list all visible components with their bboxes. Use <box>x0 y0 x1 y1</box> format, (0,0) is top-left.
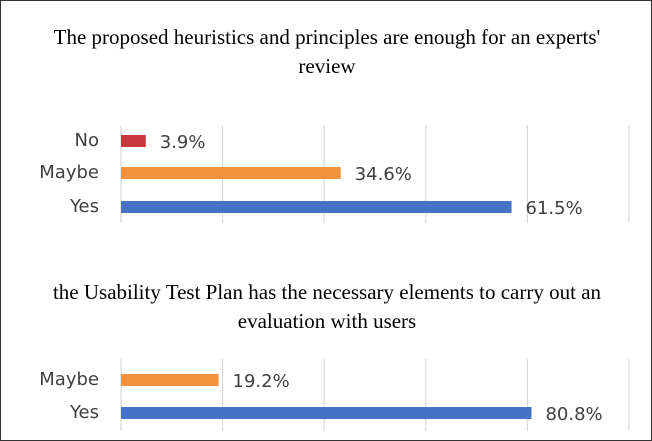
data-label: 19.2% <box>233 371 290 392</box>
category-label: Yes <box>69 196 99 217</box>
category-label: Yes <box>69 402 99 423</box>
data-label: 34.6% <box>355 164 412 185</box>
category-label: Maybe <box>39 162 99 183</box>
bar <box>121 374 219 386</box>
data-label: 3.9% <box>160 132 206 153</box>
data-label: 80.8% <box>545 404 602 425</box>
bar <box>121 167 341 179</box>
chart-title: the Usability Test Plan has the necessar… <box>52 280 602 333</box>
category-label: No <box>75 130 99 151</box>
data-label: 61.5% <box>526 198 583 219</box>
chart-title: The proposed heuristics and principles a… <box>53 25 601 78</box>
bar <box>121 135 146 147</box>
category-label: Maybe <box>39 369 99 390</box>
bar <box>121 201 512 213</box>
bar <box>121 407 532 419</box>
